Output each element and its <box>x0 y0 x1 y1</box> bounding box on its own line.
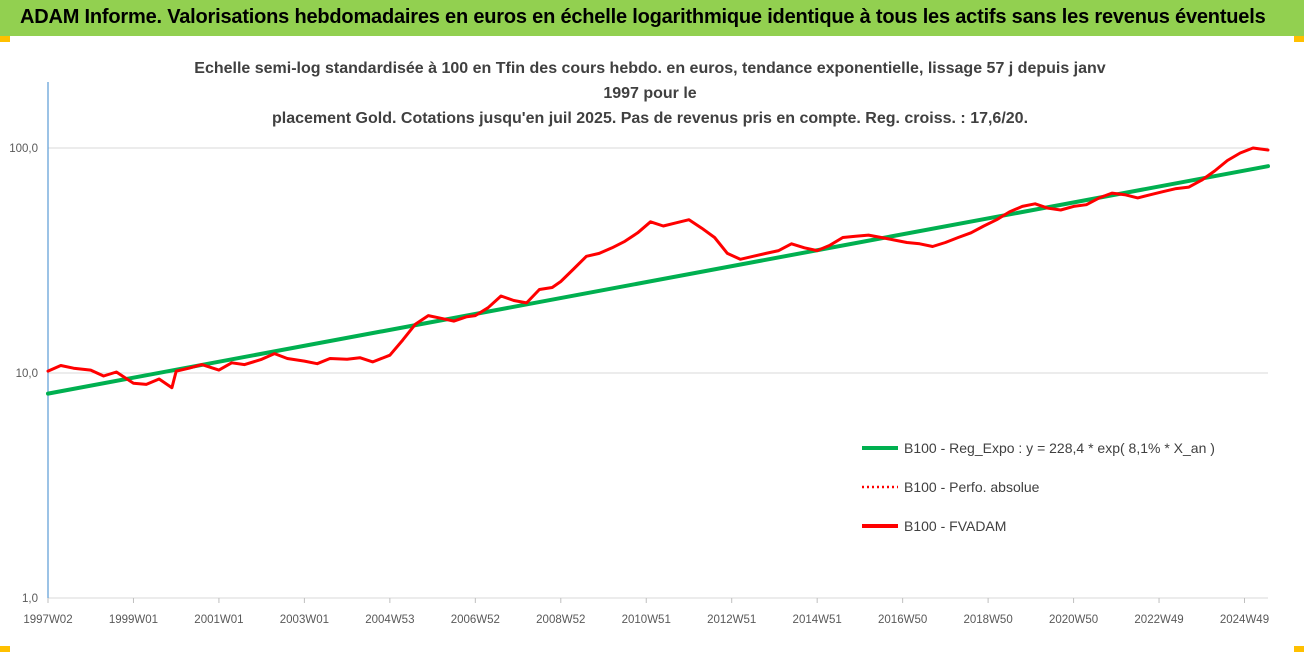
x-tick-label: 2008W52 <box>536 614 585 626</box>
x-tick-label: 2014W51 <box>793 614 842 626</box>
x-tick-label: 2006W52 <box>451 614 500 626</box>
x-tick-label: 2004W53 <box>365 614 414 626</box>
x-tick-label: 2003W01 <box>280 614 329 626</box>
page-title: ADAM Informe. Valorisations hebdomadaire… <box>20 6 1266 28</box>
legend-label-3: B100 - FVADAM <box>904 518 1006 534</box>
x-tick-label: 2022W49 <box>1134 614 1183 626</box>
title-banner: ADAM Informe. Valorisations hebdomadaire… <box>0 0 1304 36</box>
corner-marker-bottom-right <box>1294 646 1304 652</box>
corner-marker-top-left <box>0 36 10 42</box>
legend-label-2: B100 - Perfo. absolue <box>904 479 1040 495</box>
x-tick-label: 2010W51 <box>622 614 671 626</box>
corner-marker-top-right <box>1294 36 1304 42</box>
series-line-1 <box>46 164 1270 396</box>
y-tick-label: 100,0 <box>9 143 38 155</box>
y-tick-label: 1,0 <box>22 593 38 605</box>
y-tick-label: 10,0 <box>16 368 38 380</box>
x-tick-label: 2001W01 <box>194 614 243 626</box>
x-tick-label: 1997W02 <box>23 614 72 626</box>
x-tick-label: 2024W49 <box>1220 614 1269 626</box>
chart-title: Echelle semi-log standardisée à 100 en T… <box>180 56 1120 131</box>
x-tick-label: 2020W50 <box>1049 614 1098 626</box>
chart-title-line-2: placement Gold. Cotations jusqu'en juil … <box>271 110 1029 127</box>
corner-marker-bottom-left <box>0 646 10 652</box>
x-tick-label: 1999W01 <box>109 614 158 626</box>
legend-label-1: B100 - Reg_Expo : y = 228,4 * exp( 8,1% … <box>904 440 1215 456</box>
x-tick-label: 2016W50 <box>878 614 927 626</box>
x-tick-label: 2012W51 <box>707 614 756 626</box>
series-line-3 <box>46 146 1270 390</box>
x-tick-label: 2018W50 <box>963 614 1012 626</box>
chart-title-line-1: Echelle semi-log standardisée à 100 en T… <box>194 60 1106 102</box>
